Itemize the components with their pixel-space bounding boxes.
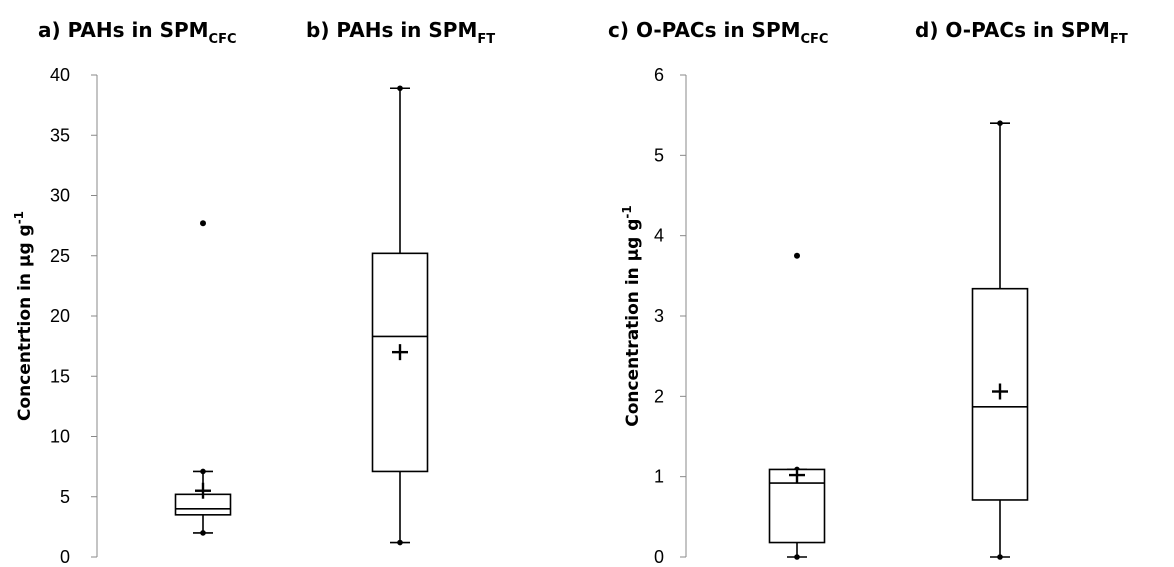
y-tick-label: 4 [654,226,664,246]
box-marks [174,85,1029,560]
panel-title-subscript: CFC [209,32,237,47]
panel-title-subscript: CFC [801,32,829,47]
y-tick-label: 25 [50,246,70,266]
y-tick-label: 1 [654,467,664,487]
y-tick-label: 40 [50,65,70,85]
panel-title: a) PAHs in SPMCFC [38,18,237,47]
y-tick-label: 35 [50,125,70,145]
y-axis-label-1: Concentrtion in µg g-1 [12,211,35,421]
y-tick-label: 2 [654,386,664,406]
outlier-point [794,252,800,259]
y-axis-label-text: Concentrtion in µg g [15,224,35,421]
min-point [997,554,1003,560]
panel-title-text: a) PAHs in SPM [38,18,209,42]
y-axis-label-text: Concentration in µg g [623,219,643,427]
outlier-point [200,220,206,227]
panel-titles: a) PAHs in SPMCFC b) PAHs in SPMFT c) O-PA… [38,18,1128,47]
panel-title-text: c) O-PACs in SPM [608,18,801,42]
y-axis-label-2: Concentration in µg g-1 [620,205,643,427]
y-tick-label: 0 [654,547,664,567]
panel-title-subscript: FT [1110,32,1128,47]
y-tick-label: 5 [60,487,70,507]
y-tick-label: 0 [60,547,70,567]
max-point [997,120,1003,126]
y-axis-label-superscript: -1 [12,211,26,224]
max-point [200,468,206,475]
panel-title-subscript: FT [477,32,495,47]
y-tick-label: 5 [654,145,664,165]
iqr-box [371,252,429,473]
panel-title: c) O-PACs in SPMCFC [608,18,828,47]
min-point [794,554,800,560]
y-axes: 0 5 10 15 20 25 30 35 40 0 1 2 3 4 5 6 [50,65,687,567]
y-tick-label: 10 [50,427,70,447]
y-tick-label: 3 [654,306,664,326]
y-tick-label: 20 [50,306,70,326]
min-point [397,539,403,546]
panel-title-text: d) O-PACs in SPM [915,18,1110,42]
panel-title: b) PAHs in SPMFT [306,18,495,47]
y-tick-label: 15 [50,366,70,386]
max-point [397,85,403,92]
panel-title: d) O-PACs in SPMFT [915,18,1128,47]
y-tick-label: 30 [50,186,70,206]
y-tick-label: 6 [654,65,664,85]
panel-title-text: b) PAHs in SPM [306,18,477,42]
min-point [200,530,206,536]
y-axis-label-superscript: -1 [620,205,634,218]
